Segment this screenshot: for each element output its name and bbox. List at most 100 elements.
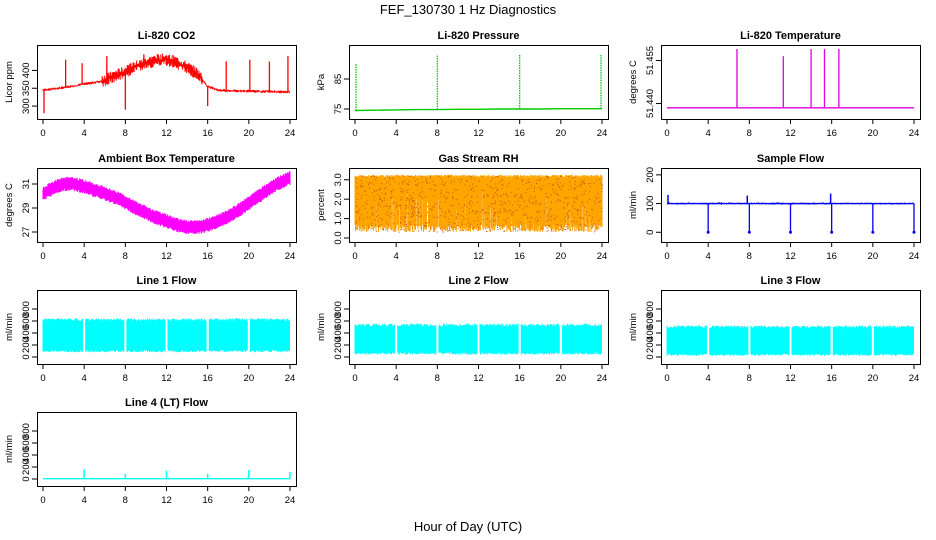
- y-tick-label: 0: [645, 230, 656, 235]
- y-tick-label: 200: [21, 459, 32, 475]
- panel-3: Ambient Box Temperature 0 4 8 12 16 20 24 27 29 31…: [4, 153, 297, 262]
- flow-dip-point: [706, 230, 710, 234]
- panel-title: Line 1 Flow: [137, 275, 197, 287]
- x-tick-label: 16: [826, 128, 837, 139]
- flow-dip-point: [789, 230, 792, 234]
- x-tick-label: 0: [40, 373, 45, 384]
- panel-title: Line 4 (LT) Flow: [125, 397, 208, 409]
- x-tick-label: 8: [747, 251, 752, 262]
- x-tick-label: 16: [514, 251, 525, 262]
- y-tick-label: 800: [645, 301, 656, 317]
- y-tick-label: 600: [333, 313, 344, 329]
- x-tick-label: 0: [664, 373, 669, 384]
- y-axis-label: percent: [316, 189, 327, 221]
- x-tick-label: 20: [244, 495, 255, 506]
- y-tick-label: 2.0: [333, 193, 344, 206]
- plot-area: [42, 53, 290, 114]
- flow-dip-point: [912, 230, 916, 234]
- x-tick-label: 8: [123, 128, 128, 139]
- plot-area: [354, 55, 602, 112]
- x-tick-label: 24: [597, 128, 608, 139]
- y-axis-label: Licor ppm: [4, 61, 15, 103]
- flow-band: [666, 325, 914, 356]
- panel-title: Line 3 Flow: [761, 275, 821, 287]
- x-tick-label: 24: [909, 251, 920, 262]
- y-tick-label: 400: [21, 325, 32, 341]
- x-tick-label: 4: [82, 373, 87, 384]
- x-tick-label: 4: [706, 373, 711, 384]
- x-tick-label: 20: [868, 373, 879, 384]
- panel-title: Li-820 Temperature: [740, 30, 841, 42]
- y-tick-label: 800: [333, 301, 344, 317]
- y-tick-label: 0: [645, 354, 656, 359]
- x-tick-label: 8: [123, 373, 128, 384]
- y-tick-label: 100: [645, 196, 656, 212]
- flow-band: [354, 323, 602, 355]
- y-tick-label: 400: [21, 62, 32, 78]
- x-tick-label: 0: [40, 495, 45, 506]
- x-tick-label: 0: [352, 128, 357, 139]
- x-tick-label: 16: [826, 373, 837, 384]
- x-tick-label: 4: [82, 128, 87, 139]
- x-tick-label: 24: [285, 251, 296, 262]
- x-tick-label: 20: [244, 128, 255, 139]
- x-tick-label: 4: [394, 128, 399, 139]
- plot-area: [354, 174, 603, 233]
- y-tick-label: 400: [645, 325, 656, 341]
- y-tick-label: 600: [21, 435, 32, 451]
- x-tick-label: 12: [785, 373, 796, 384]
- sample-flow-noise: [666, 202, 914, 205]
- flow-band: [42, 318, 290, 353]
- x-tick-label: 20: [868, 251, 879, 262]
- y-axis-label: ml/min: [4, 435, 15, 463]
- x-tick-label: 8: [747, 373, 752, 384]
- figure-title: FEF_130730 1 Hz Diagnostics: [380, 2, 557, 17]
- panel-1: Li-820 Pressure 0 4 8 12 16 20 24 75 85 kPa: [316, 30, 609, 139]
- flow-dip-point: [871, 230, 875, 234]
- x-tick-label: 24: [285, 128, 296, 139]
- panel-2: Li-820 Temperature 0 4 8 12 16 20 24 51.440 51.45…: [628, 30, 921, 139]
- y-tick-label: 0: [21, 476, 32, 481]
- x-tick-label: 8: [747, 128, 752, 139]
- x-tick-label: 24: [909, 373, 920, 384]
- figure-xlabel: Hour of Day (UTC): [414, 519, 522, 534]
- rh-band: [354, 174, 603, 233]
- y-tick-label: 29: [21, 203, 32, 214]
- y-tick-label: 600: [645, 313, 656, 329]
- plot-area: [667, 49, 914, 109]
- y-tick-label: 31: [21, 179, 32, 190]
- plot-area: [666, 193, 916, 234]
- y-axis-label: ml/min: [4, 313, 15, 341]
- panel-title: Ambient Box Temperature: [98, 153, 235, 165]
- x-tick-label: 12: [161, 128, 172, 139]
- panel-4: Gas Stream RH 0 4 8 12 16 20 24 0.0 1.0 2.0 3.0 perc…: [316, 153, 609, 262]
- y-axis-label: ml/min: [628, 191, 639, 219]
- y-tick-label: 27: [21, 227, 32, 238]
- x-tick-label: 0: [40, 128, 45, 139]
- x-tick-label: 0: [664, 128, 669, 139]
- panel-title: Li-820 CO2: [138, 30, 195, 42]
- x-tick-label: 16: [202, 128, 213, 139]
- y-tick-label: 3.0: [333, 173, 344, 186]
- panel-title: Line 2 Flow: [449, 275, 509, 287]
- y-axis-label: degrees C: [4, 183, 15, 227]
- x-tick-label: 0: [352, 251, 357, 262]
- x-tick-label: 12: [473, 251, 484, 262]
- plot-area: [666, 325, 914, 356]
- y-tick-label: 350: [21, 80, 32, 96]
- y-axis-label: kPa: [316, 73, 327, 90]
- y-tick-label: 51.455: [645, 46, 656, 75]
- y-tick-label: 600: [21, 313, 32, 329]
- panel-5: Sample Flow 0 4 8 12 16 20 24 0 100 200 ml/min: [628, 153, 921, 262]
- x-tick-label: 12: [161, 373, 172, 384]
- x-tick-label: 4: [706, 251, 711, 262]
- x-tick-label: 20: [868, 128, 879, 139]
- y-tick-label: 200: [645, 167, 656, 183]
- y-axis-label: ml/min: [316, 313, 327, 341]
- panel-title: Li-820 Pressure: [438, 30, 520, 42]
